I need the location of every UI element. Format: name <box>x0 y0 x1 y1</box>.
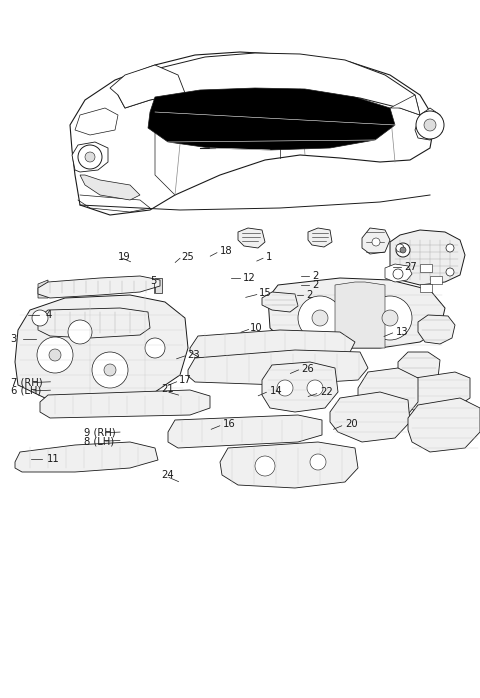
Circle shape <box>307 380 323 396</box>
Text: 16: 16 <box>223 419 236 429</box>
Circle shape <box>382 310 398 326</box>
Circle shape <box>145 338 165 358</box>
Text: 4: 4 <box>46 311 52 320</box>
Text: 7 (RH): 7 (RH) <box>11 378 42 387</box>
Polygon shape <box>330 392 410 442</box>
Circle shape <box>312 310 328 326</box>
Polygon shape <box>38 276 160 298</box>
Circle shape <box>368 296 412 340</box>
Circle shape <box>416 111 444 139</box>
Polygon shape <box>140 310 150 334</box>
Circle shape <box>49 349 61 361</box>
Text: 9 (RH): 9 (RH) <box>84 428 116 438</box>
Circle shape <box>78 145 102 169</box>
Circle shape <box>277 380 293 396</box>
Polygon shape <box>358 368 418 422</box>
Polygon shape <box>15 295 188 400</box>
Polygon shape <box>418 315 455 344</box>
Polygon shape <box>75 108 118 135</box>
Polygon shape <box>268 278 445 348</box>
Text: 13: 13 <box>396 327 408 336</box>
Polygon shape <box>38 308 150 338</box>
Text: 3: 3 <box>11 334 17 343</box>
Text: 10: 10 <box>250 323 262 333</box>
Circle shape <box>37 337 73 373</box>
Text: 21: 21 <box>161 385 174 394</box>
Polygon shape <box>188 350 368 385</box>
Polygon shape <box>38 280 48 298</box>
Polygon shape <box>148 88 395 150</box>
Circle shape <box>68 320 92 344</box>
Text: 17: 17 <box>179 376 192 385</box>
Circle shape <box>372 238 380 246</box>
Circle shape <box>400 247 406 253</box>
Circle shape <box>424 119 436 131</box>
Text: 1: 1 <box>266 252 272 262</box>
Polygon shape <box>40 390 210 418</box>
Polygon shape <box>238 228 265 248</box>
Polygon shape <box>72 142 108 172</box>
Text: 6 (LH): 6 (LH) <box>11 386 41 396</box>
Polygon shape <box>335 282 385 348</box>
Polygon shape <box>415 108 442 140</box>
Polygon shape <box>398 352 440 385</box>
Circle shape <box>298 296 342 340</box>
Circle shape <box>393 269 403 279</box>
Circle shape <box>396 244 404 252</box>
Text: 19: 19 <box>118 252 131 262</box>
Polygon shape <box>15 442 158 472</box>
Polygon shape <box>155 278 162 293</box>
Polygon shape <box>390 95 420 115</box>
Polygon shape <box>110 65 185 108</box>
Polygon shape <box>308 228 332 247</box>
Text: 11: 11 <box>47 454 60 464</box>
Circle shape <box>396 243 410 257</box>
Circle shape <box>310 454 326 470</box>
Text: 18: 18 <box>220 246 232 256</box>
Polygon shape <box>38 308 50 338</box>
Polygon shape <box>220 442 358 488</box>
Text: 5: 5 <box>150 276 157 285</box>
Text: 15: 15 <box>259 288 272 298</box>
Polygon shape <box>80 175 140 200</box>
Text: 2: 2 <box>306 290 312 299</box>
Circle shape <box>255 456 275 476</box>
Polygon shape <box>408 372 470 412</box>
Text: 23: 23 <box>187 350 200 359</box>
Circle shape <box>92 352 128 388</box>
Text: 8 (LH): 8 (LH) <box>84 436 114 446</box>
Polygon shape <box>420 284 432 292</box>
Text: 25: 25 <box>181 252 194 262</box>
Circle shape <box>104 364 116 376</box>
Polygon shape <box>262 362 338 412</box>
Polygon shape <box>408 398 480 452</box>
Text: 12: 12 <box>243 273 256 283</box>
Text: 14: 14 <box>270 386 282 396</box>
Circle shape <box>32 310 48 326</box>
Text: 22: 22 <box>321 387 334 397</box>
Polygon shape <box>168 415 322 448</box>
Circle shape <box>85 152 95 162</box>
Circle shape <box>446 268 454 276</box>
Polygon shape <box>430 276 442 284</box>
Text: 24: 24 <box>161 470 173 480</box>
Polygon shape <box>70 52 435 215</box>
Circle shape <box>446 244 454 252</box>
Text: 27: 27 <box>404 262 417 272</box>
Polygon shape <box>190 330 355 360</box>
Polygon shape <box>118 53 420 115</box>
Polygon shape <box>385 264 412 282</box>
Polygon shape <box>362 228 390 254</box>
Text: 20: 20 <box>346 419 358 429</box>
Text: 2: 2 <box>312 271 318 281</box>
Polygon shape <box>262 292 298 312</box>
Text: 26: 26 <box>301 364 314 373</box>
Polygon shape <box>390 230 465 285</box>
Text: 2: 2 <box>312 280 318 290</box>
Polygon shape <box>420 264 432 272</box>
